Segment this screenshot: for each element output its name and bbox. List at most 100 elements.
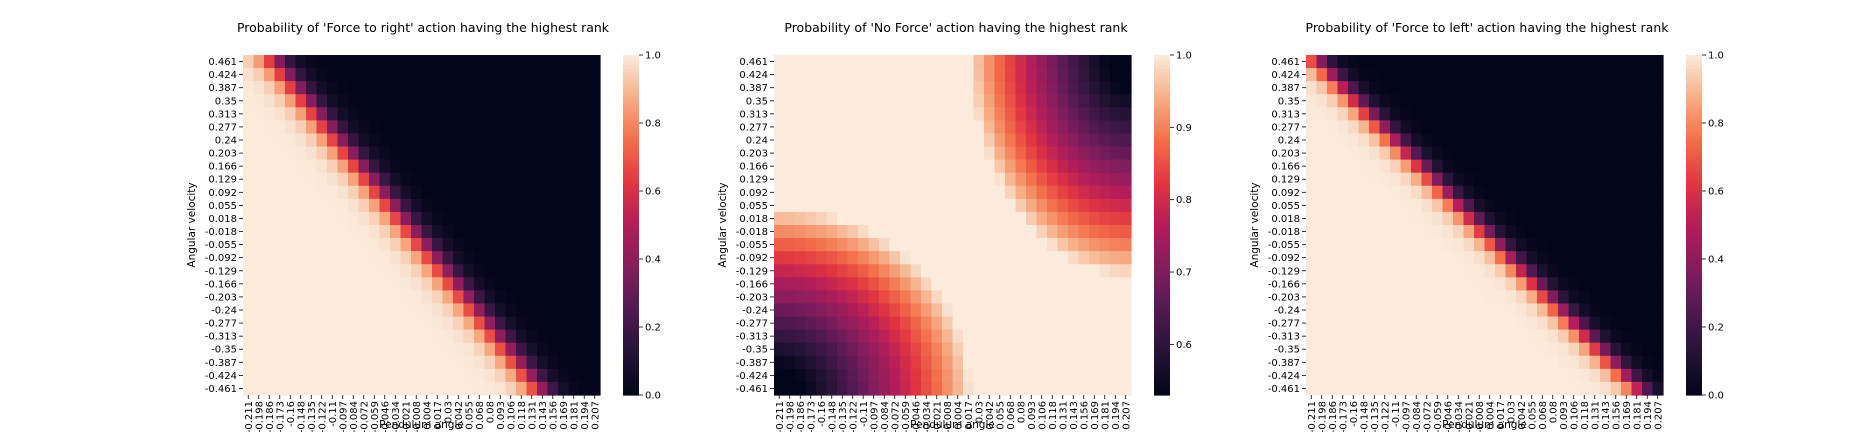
heatmap-cell bbox=[1120, 290, 1132, 305]
heatmap-cell bbox=[568, 94, 580, 108]
heatmap-cell bbox=[1036, 264, 1048, 278]
heatmap-cell bbox=[1631, 211, 1643, 226]
heatmap-cell bbox=[973, 251, 985, 265]
heatmap-cell bbox=[1337, 303, 1349, 318]
colorbar-segment bbox=[623, 344, 639, 348]
heatmap-cell bbox=[1110, 120, 1122, 135]
heatmap-cell bbox=[1537, 368, 1549, 383]
heatmap-cell bbox=[1652, 133, 1664, 148]
heatmap-cell bbox=[337, 355, 349, 370]
heatmap-cell bbox=[858, 316, 870, 331]
heatmap-cell bbox=[816, 225, 828, 239]
heatmap-cell bbox=[1120, 81, 1132, 95]
colorbar-segment bbox=[1686, 211, 1702, 216]
heatmap-cell bbox=[463, 81, 475, 95]
heatmap-cell bbox=[994, 68, 1006, 82]
heatmap-cell bbox=[442, 81, 454, 95]
heatmap-cell bbox=[1610, 316, 1622, 331]
heatmap-cell bbox=[1537, 211, 1549, 226]
heatmap-cell bbox=[1526, 55, 1538, 69]
heatmap-cell bbox=[1099, 264, 1111, 278]
heatmap-cell bbox=[994, 107, 1006, 121]
heatmap-cell bbox=[400, 368, 412, 383]
heatmap-cell bbox=[285, 303, 297, 318]
heatmap-cell bbox=[1110, 251, 1122, 265]
heatmap-cell bbox=[505, 238, 517, 252]
heatmap-cell bbox=[337, 290, 349, 305]
heatmap-cell bbox=[1537, 251, 1549, 265]
heatmap-cell bbox=[1631, 342, 1643, 357]
colorbar-segment bbox=[623, 225, 639, 229]
heatmap-cell bbox=[858, 355, 870, 370]
heatmap-cell bbox=[390, 342, 402, 357]
heatmap-cell bbox=[589, 342, 601, 357]
heatmap-cell bbox=[1379, 146, 1391, 161]
heatmap-cell bbox=[484, 159, 496, 174]
x-tick-label: -0.11 bbox=[859, 401, 870, 427]
heatmap-cell bbox=[264, 120, 276, 135]
heatmap-cell bbox=[1432, 146, 1444, 161]
heatmap-cell bbox=[348, 251, 360, 265]
heatmap-cell bbox=[1026, 55, 1038, 69]
colorbar-segment bbox=[1686, 157, 1702, 161]
heatmap-cell bbox=[1537, 120, 1549, 135]
heatmap-cell bbox=[316, 185, 328, 200]
heatmap-cell bbox=[1453, 68, 1465, 82]
colorbar-segment bbox=[1686, 391, 1702, 396]
heatmap-cell bbox=[1484, 185, 1496, 200]
heatmap-cell bbox=[889, 81, 901, 95]
heatmap-cell bbox=[1474, 277, 1486, 291]
heatmap-cell bbox=[1337, 329, 1349, 344]
heatmap-cell bbox=[579, 211, 591, 226]
y-tick-label: -0.461 bbox=[1268, 384, 1300, 395]
heatmap-cell bbox=[1453, 355, 1465, 370]
heatmap-cell bbox=[1369, 355, 1381, 370]
heatmap-cell bbox=[1547, 133, 1559, 148]
colorbar-segment bbox=[1686, 272, 1702, 277]
y-tick-label: -0.35 bbox=[211, 345, 237, 356]
colorbar-segment bbox=[1154, 126, 1170, 131]
heatmap-cell bbox=[868, 94, 880, 108]
heatmap-cell bbox=[1474, 225, 1486, 239]
heatmap-cell bbox=[442, 198, 454, 213]
heatmap-cell bbox=[1610, 264, 1622, 278]
heatmap-cell bbox=[1652, 342, 1664, 357]
heatmap-cell bbox=[1015, 81, 1027, 95]
heatmap-cell bbox=[579, 159, 591, 174]
heatmap-cell bbox=[568, 238, 580, 252]
heatmap-cell bbox=[474, 133, 486, 148]
heatmap-cell bbox=[1505, 146, 1517, 161]
heatmap-cell bbox=[826, 211, 838, 226]
heatmap-cell bbox=[1526, 94, 1538, 108]
heatmap-cell bbox=[1005, 159, 1017, 174]
heatmap-cell bbox=[984, 198, 996, 213]
heatmap-cell bbox=[910, 211, 922, 226]
heatmap-cell bbox=[1568, 329, 1580, 344]
heatmap-cell bbox=[369, 355, 381, 370]
heatmap-cell bbox=[411, 55, 423, 69]
heatmap-cell bbox=[1390, 107, 1402, 121]
heatmap-cell bbox=[379, 238, 391, 252]
heatmap-cell bbox=[558, 264, 570, 278]
colorbar-segment bbox=[1154, 279, 1170, 284]
heatmap-cell bbox=[900, 251, 912, 265]
heatmap-cell bbox=[1610, 198, 1622, 213]
colorbar-segment bbox=[1154, 347, 1170, 352]
heatmap-cell bbox=[795, 55, 807, 69]
y-tick-label: 0.018 bbox=[1271, 214, 1300, 225]
heatmap-cell bbox=[274, 303, 286, 318]
heatmap-cell bbox=[432, 198, 444, 213]
heatmap-cell bbox=[805, 290, 817, 305]
heatmap-cell bbox=[795, 172, 807, 187]
heatmap-cell bbox=[1005, 381, 1017, 396]
x-tick-label: 0.143 bbox=[1069, 401, 1080, 430]
x-axis-label: Pendulum angle bbox=[1442, 419, 1527, 431]
heatmap-cell bbox=[589, 316, 601, 331]
heatmap-cell bbox=[1547, 355, 1559, 370]
heatmap-cell bbox=[1026, 238, 1038, 252]
heatmap-cell bbox=[952, 211, 964, 226]
heatmap-cell bbox=[1089, 211, 1101, 226]
heatmap-cell bbox=[1652, 225, 1664, 239]
heatmap-cell bbox=[1610, 185, 1622, 200]
heatmap-cell bbox=[379, 342, 391, 357]
